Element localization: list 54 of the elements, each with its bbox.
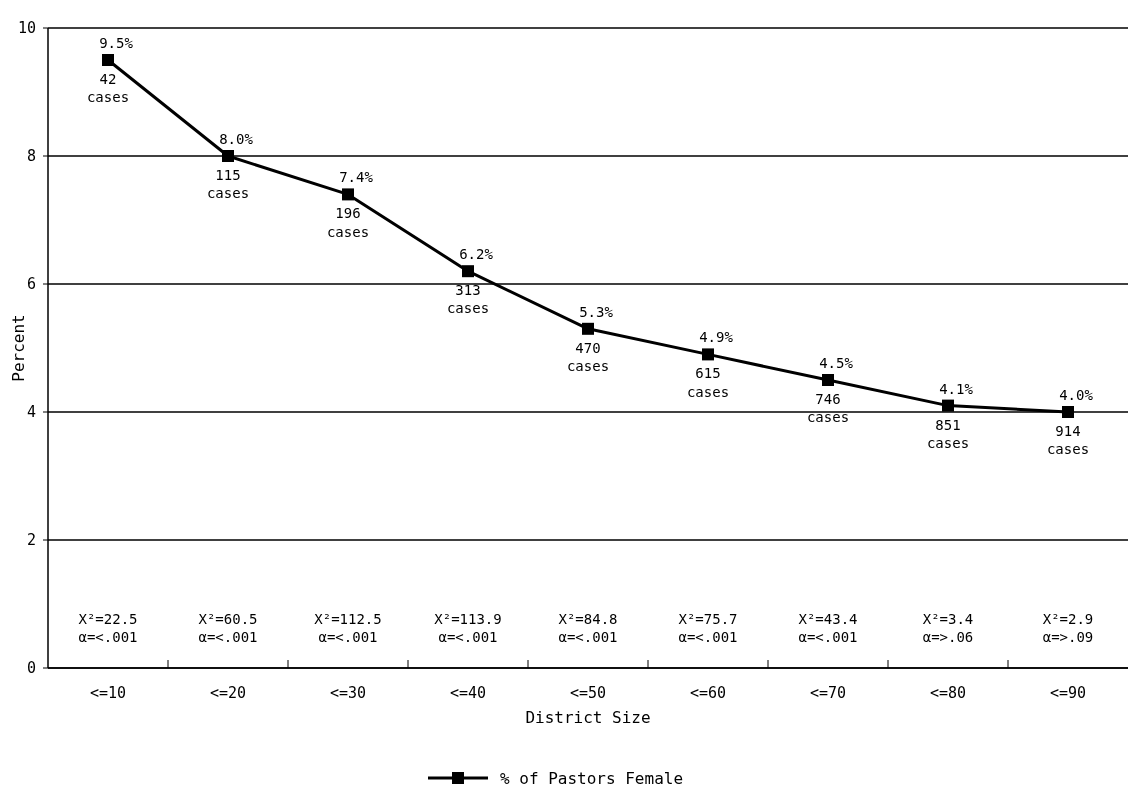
annotation: 851 cases [926, 416, 970, 451]
point [222, 150, 234, 162]
annotation: X²=60.5 α=<.001 [198, 611, 258, 646]
y-tick-label: 8 [26, 147, 36, 166]
x-tick-label: <=70 [809, 684, 847, 702]
data-label: 4.1% [939, 380, 974, 397]
annotation: X²=75.7 α=<.001 [678, 611, 738, 646]
x-tick-label: <=30 [329, 684, 367, 702]
annotation: X²=113.9 α=<.001 [434, 611, 502, 646]
x-axis-title: District Size [525, 708, 651, 727]
annotation: 615 cases [686, 365, 730, 400]
annotation: X²=112.5 α=<.001 [314, 611, 382, 646]
data-label: 5.3% [579, 303, 614, 320]
x-tick-label: <=60 [689, 684, 727, 702]
annotation: 746 cases [806, 391, 850, 426]
x-tick-label: <=80 [929, 684, 967, 702]
data-label: 9.5% [99, 35, 134, 51]
point [582, 322, 594, 335]
annotation: 470 cases [566, 339, 610, 374]
y-tick-label: 6 [26, 275, 36, 294]
x-tick-label: <=50 [569, 684, 607, 702]
annotation: X²=84.8 α=<.001 [558, 611, 618, 646]
y-tick-label: 4 [26, 403, 36, 422]
point [342, 188, 354, 201]
point [462, 265, 474, 278]
point [822, 374, 834, 386]
annotation: 196 cases [326, 205, 370, 240]
data-label: 8.0% [219, 131, 254, 147]
annotation: 42 cases [86, 71, 130, 106]
y-axis-title: Percent [9, 314, 28, 382]
x-tick-label: <=40 [449, 684, 487, 702]
data-label: 4.9% [699, 329, 734, 346]
annotation: X²=3.4 α=>.06 [922, 611, 974, 646]
point [702, 348, 714, 361]
annotation: X²=2.9 α=>.09 [1042, 611, 1094, 646]
data-label: 4.0% [1059, 387, 1094, 403]
point [942, 399, 954, 412]
x-tick-label: <=20 [209, 684, 247, 702]
annotation: 313 cases [446, 282, 490, 317]
annotation: X²=22.5 α=<.001 [78, 611, 138, 646]
y-tick-label: 0 [26, 659, 36, 678]
data-label: 7.4% [339, 169, 374, 186]
point [1062, 406, 1074, 418]
legend-label: % of Pastors Female [500, 768, 684, 788]
y-tick-label: 2 [26, 531, 36, 550]
point [102, 54, 114, 66]
annotation: 914 cases [1046, 423, 1090, 458]
annotation: 115 cases [206, 167, 250, 202]
x-tick-label: <=10 [89, 684, 127, 702]
data-label: 4.5% [819, 355, 854, 371]
x-tick-label: <=90 [1049, 684, 1087, 702]
y-tick-label: 10 [17, 19, 36, 38]
annotation: X²=43.4 α=<.001 [798, 611, 858, 646]
data-label: 6.2% [459, 246, 494, 263]
